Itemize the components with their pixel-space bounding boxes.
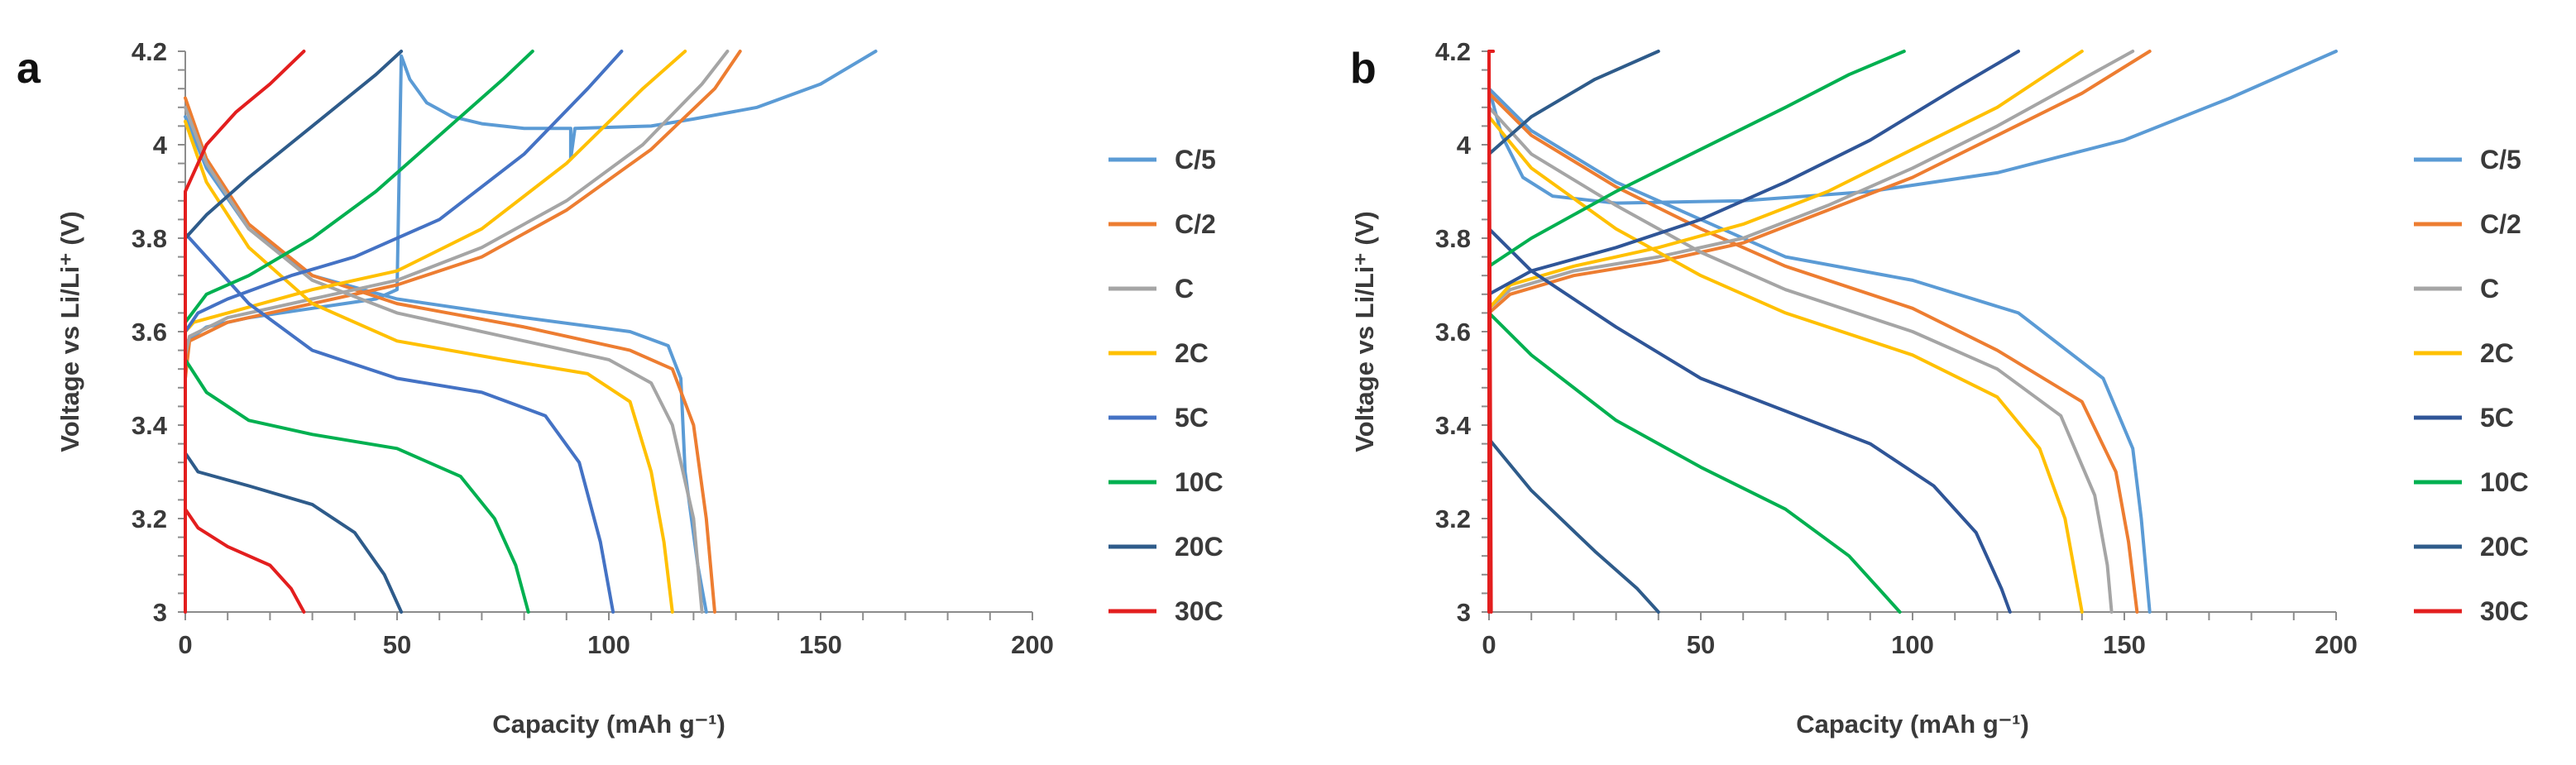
y-tick-label: 3.2 — [132, 504, 167, 533]
y-tick-label: 3.8 — [1435, 224, 1471, 253]
series-5C-discharge-line — [1487, 227, 2012, 614]
y-tick-label: 4 — [153, 131, 168, 160]
series-2C-charge-line — [184, 50, 687, 333]
series-2C-discharge-line — [184, 119, 674, 614]
legend-label: C/2 — [2480, 209, 2521, 239]
series-30C-discharge-line — [184, 507, 306, 614]
series-20C-discharge-line — [1487, 437, 1660, 614]
legend-label: 30C — [2480, 596, 2529, 626]
series-20C-discharge-line — [184, 451, 404, 614]
series-20C-charge-line — [184, 50, 404, 240]
x-tick-label: 50 — [1687, 630, 1715, 659]
y-tick-label: 3.6 — [1435, 318, 1471, 347]
series-C/2-charge-line — [184, 50, 742, 380]
y-tick-label: 3 — [153, 598, 167, 627]
x-axis-title: Capacity (mAh g⁻¹) — [492, 710, 725, 739]
x-tick-label: 150 — [2103, 630, 2146, 659]
x-tick-label: 100 — [1891, 630, 1934, 659]
x-tick-label: 0 — [1482, 630, 1496, 659]
series-C/2-discharge-line — [184, 96, 716, 614]
y-axis-title: Voltage vs Li/Li⁺ (V) — [1350, 211, 1379, 452]
y-tick-label: 4 — [1457, 131, 1472, 160]
y-tick-label: 3.2 — [1435, 504, 1471, 533]
y-tick-label: 3.8 — [132, 224, 167, 253]
series-C/2-charge-line — [1487, 50, 2152, 315]
series-10C-charge-line — [184, 50, 534, 324]
series-30C-charge-line — [184, 50, 306, 614]
legend-label: C/2 — [1175, 209, 1216, 239]
x-tick-label: 50 — [383, 630, 411, 659]
y-tick-label: 3.4 — [1435, 411, 1472, 440]
series-10C-discharge-line — [184, 357, 530, 614]
series-30C-charge-line — [1487, 50, 1496, 614]
y-tick-label: 4.2 — [132, 37, 167, 66]
series-10C-discharge-line — [1487, 311, 1902, 614]
legend-label: 2C — [1175, 338, 1209, 368]
series-C-charge-line — [184, 50, 730, 357]
series-C-discharge-line — [1487, 105, 2114, 614]
legend-label: 10C — [1175, 467, 1223, 497]
series-2C-discharge-line — [1487, 115, 2084, 614]
series-C/2-discharge-line — [1487, 91, 2139, 614]
x-tick-label: 100 — [587, 630, 630, 659]
series-C/5-discharge-line — [184, 115, 708, 614]
y-tick-label: 4.2 — [1435, 37, 1471, 66]
panel-b-chart: b 0 50 100 150 200 3 3.2 3.4 3.6 3.8 4 4.2 Capacity (… — [1350, 37, 2529, 739]
panel-letter: b — [1350, 45, 1377, 93]
legend-label: 5C — [1175, 403, 1209, 433]
series-5C-charge-line — [184, 50, 624, 333]
y-axis-title: Voltage vs Li/Li⁺ (V) — [55, 211, 84, 452]
legend-label: C/5 — [2480, 145, 2521, 175]
y-tick-label: 3 — [1457, 598, 1471, 627]
legend-label: C/5 — [1175, 145, 1216, 175]
x-tick-label: 0 — [178, 630, 192, 659]
legend-label: 2C — [2480, 338, 2514, 368]
legend-label: C — [1175, 274, 1194, 304]
series-C-discharge-line — [184, 105, 704, 614]
x-axis-title: Capacity (mAh g⁻¹) — [1796, 710, 2029, 739]
legend-label: 20C — [2480, 532, 2529, 562]
panel-letter: a — [17, 45, 41, 93]
x-tick-label: 150 — [799, 630, 842, 659]
legend-label: 10C — [2480, 467, 2529, 497]
series-5C-discharge-line — [184, 232, 615, 614]
legend-label: 20C — [1175, 532, 1223, 562]
series-C/5-discharge-line — [1487, 87, 2152, 614]
series-5C-charge-line — [1487, 50, 2020, 296]
y-tick-label: 3.4 — [132, 411, 168, 440]
series-C-charge-line — [1487, 50, 2135, 310]
legend-label: 30C — [1175, 596, 1223, 626]
legend-label: C — [2480, 274, 2499, 304]
x-tick-label: 200 — [1011, 630, 1054, 659]
legend-label: 5C — [2480, 403, 2514, 433]
y-tick-label: 3.6 — [132, 318, 167, 347]
panel-a-chart: a 0 50 100 150 200 3 3.2 3.4 3.6 3.8 4 4.2 Capacity (… — [17, 37, 1223, 739]
series-2C-charge-line — [1487, 50, 2084, 310]
x-tick-label: 200 — [2315, 630, 2358, 659]
series-10C-charge-line — [1487, 50, 1906, 268]
series-20C-charge-line — [1487, 50, 1660, 156]
